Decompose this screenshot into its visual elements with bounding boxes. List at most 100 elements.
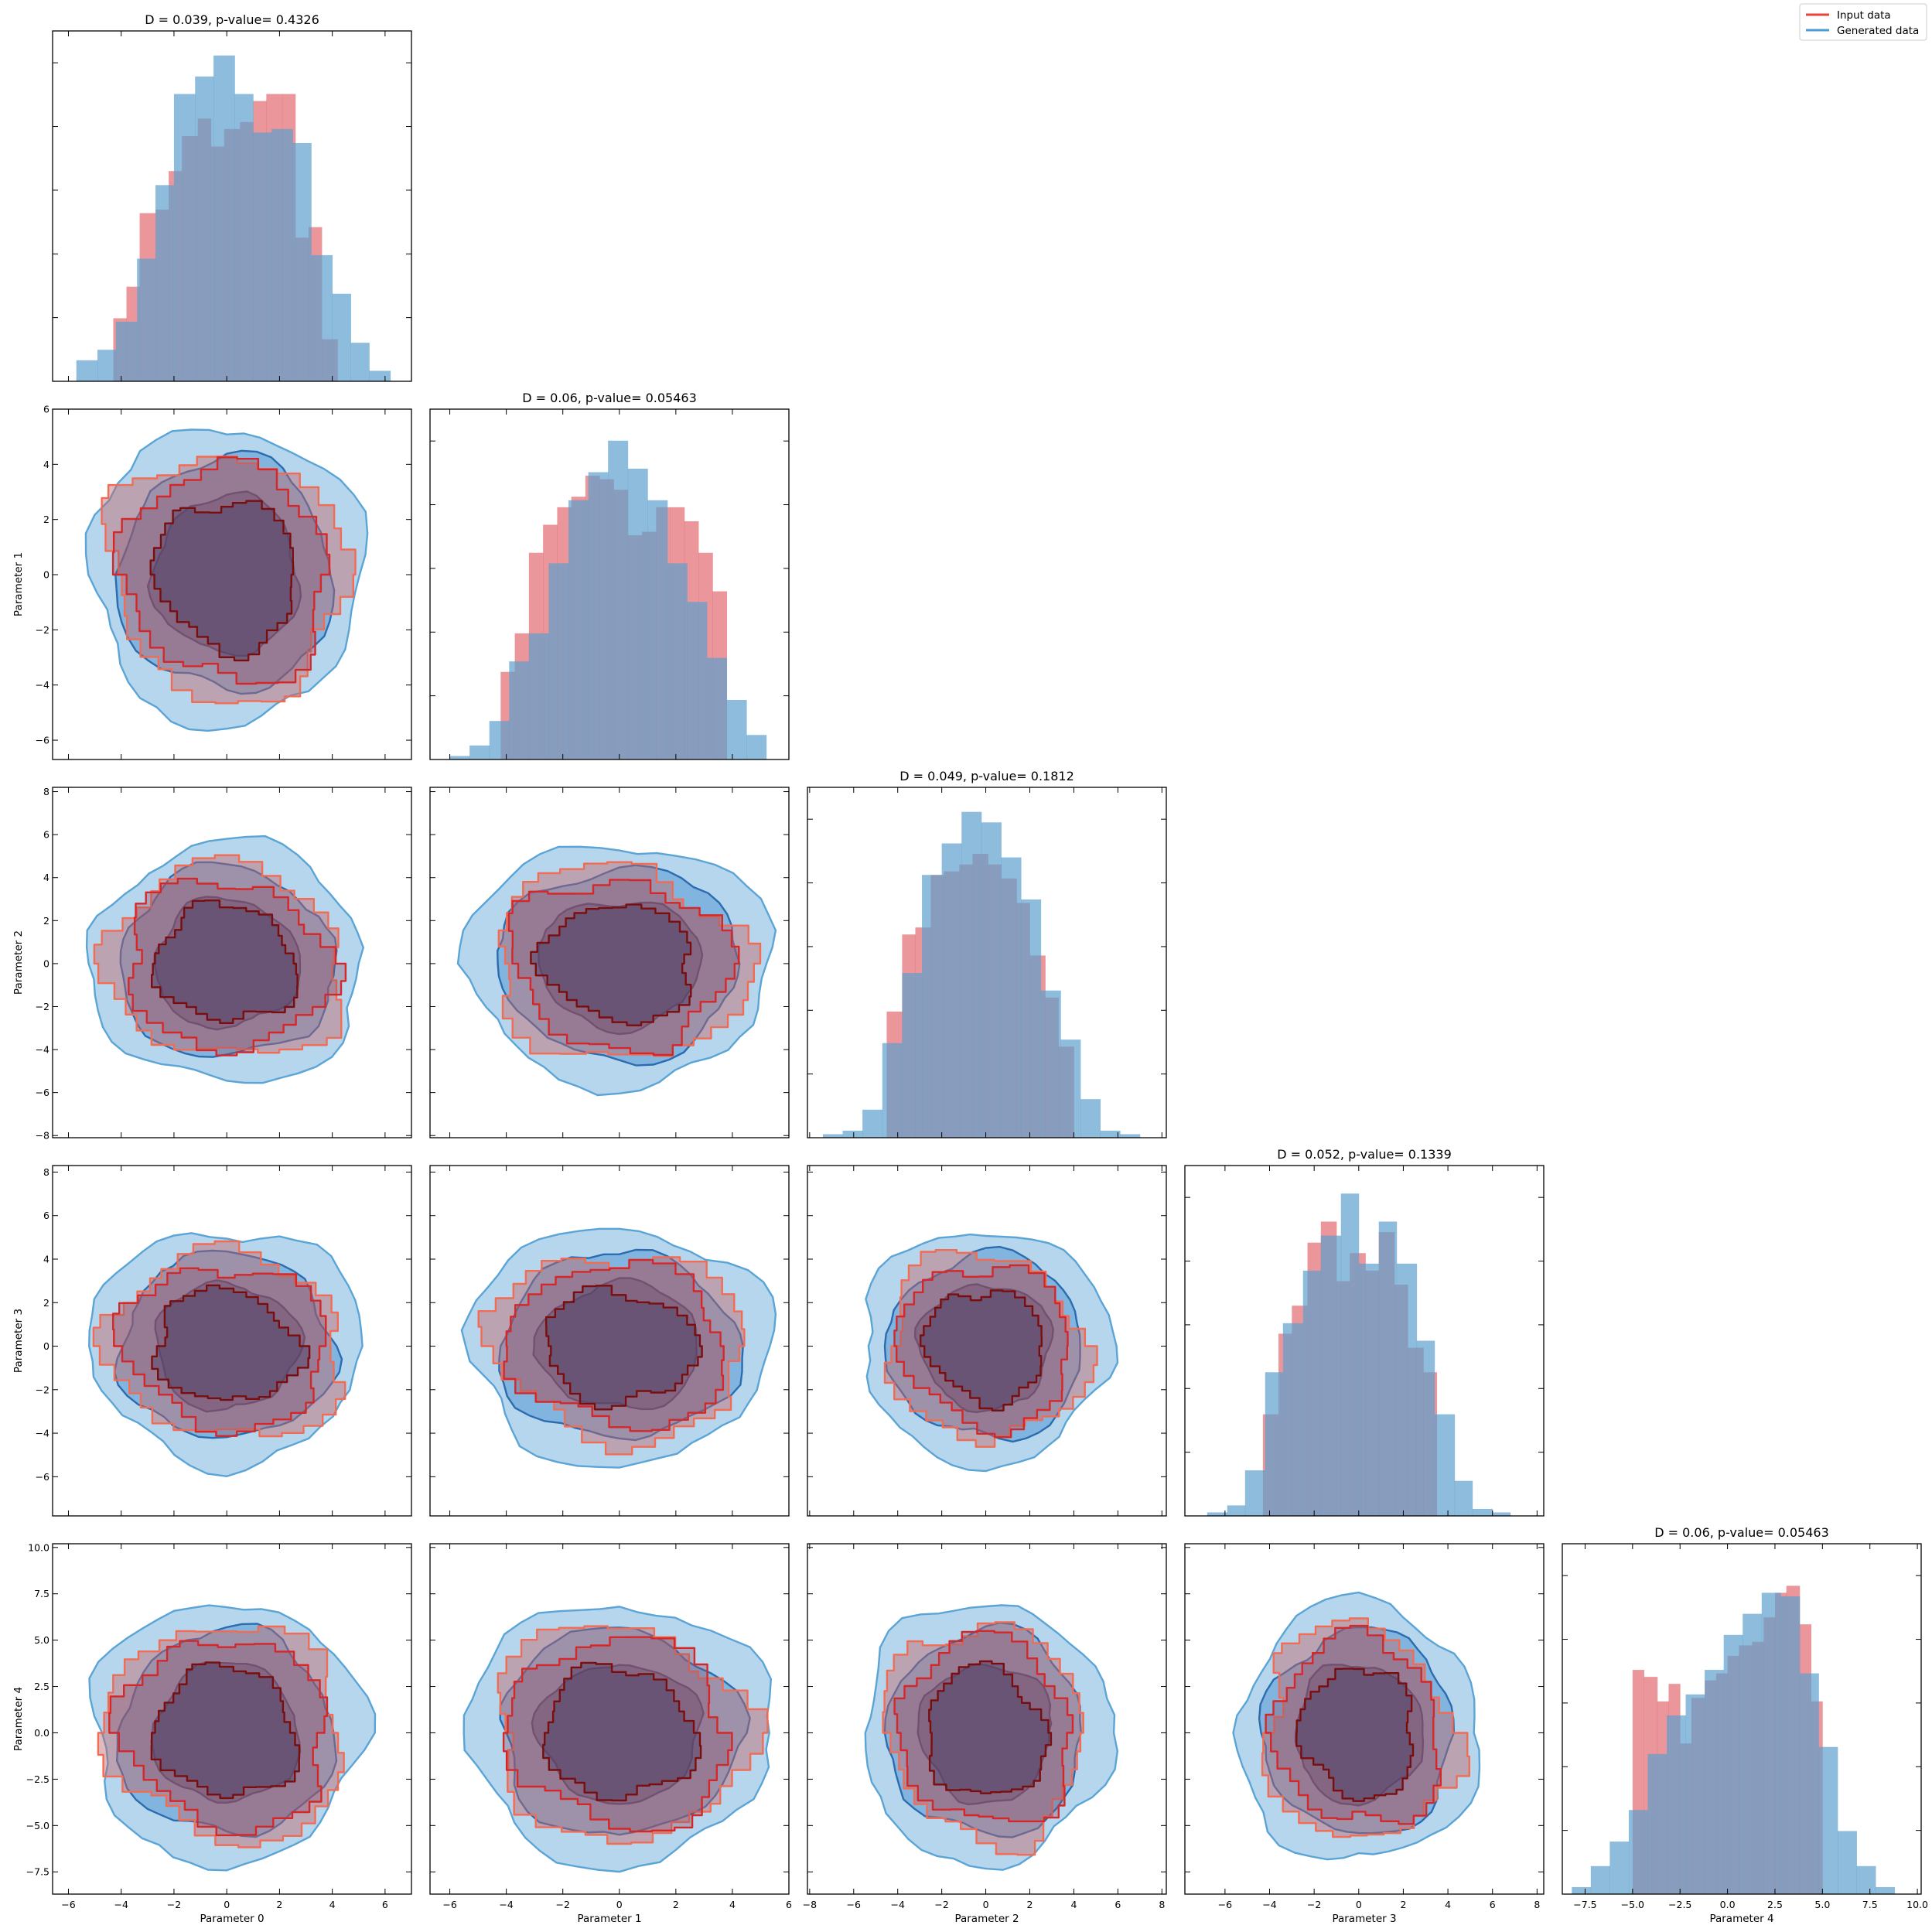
hist-bar [1685,1694,1705,1894]
contour-panel-3-0: −6 −4 −2 0 2 4 6 8 Parameter 3 [12,1165,412,1517]
input-contours [101,456,357,705]
x-tick-label: 2.5 [1767,1899,1783,1910]
y-tick-label: −6 [36,1471,49,1483]
hist-bar [1416,1340,1435,1516]
hist-bar [1207,1512,1228,1516]
hist-bar [1434,1414,1456,1516]
input-level-3 [530,903,692,1026]
generated-histogram [449,440,767,759]
hist-bar [173,94,196,381]
x-tick-label: −4 [114,1899,128,1910]
generated-contours [88,1604,377,1872]
hist-bar [1647,1753,1667,1894]
hist-bar [1837,1831,1857,1894]
contour-panel-3-1 [429,1165,790,1517]
x-tick-label: 4 [729,1899,736,1910]
input-level-3 [151,1284,311,1401]
panel-frame [807,1543,1167,1895]
panel-frame [429,787,790,1138]
input-level-2 [893,1630,1074,1823]
input-level-3 [150,899,299,1025]
input-level-2 [1265,1624,1442,1825]
hist-bar [1761,1592,1781,1894]
generated-level-3 [917,1663,1053,1806]
input-level-1 [882,1621,1084,1856]
x-tick-label: −2 [167,1899,181,1910]
hist-bar [155,185,175,381]
legend-label: Generated data [1837,25,1919,37]
x-tick-label: −2 [934,1899,948,1910]
x-tick-label: −6 [847,1899,861,1910]
hist-bar [842,1130,863,1138]
panel-frame [52,1543,412,1895]
panel-frame [807,1165,1167,1517]
generated-histogram [76,55,391,381]
hist-bar [76,360,98,381]
y-tick-label: 5.0 [34,1634,49,1646]
hist-bar [1244,1470,1266,1516]
y-tick-label: 0.0 [34,1727,49,1739]
hist-bar [1080,1099,1101,1138]
y-tick-label: 6 [43,404,49,415]
generated-histogram [1207,1193,1511,1516]
input-contours [1261,1617,1471,1838]
generated-contours [463,1606,773,1873]
hist-bar [1492,1512,1511,1516]
plot-area [88,1604,377,1872]
y-tick-label: 2.5 [34,1681,49,1692]
hist-bar [350,343,370,381]
hist-bar [137,258,156,381]
input-level-1 [497,861,762,1057]
legend-label: Input data [1837,9,1891,22]
y-tick-label: 4 [43,872,49,883]
hist-bar [707,657,728,759]
hist-bar [608,440,629,759]
hist-bar [1021,899,1042,1138]
hist-bar [1265,1372,1284,1516]
contour-panel-4-3: −6 −4 −2 0 2 4 6 8 Parameter 3 [1184,1543,1545,1925]
x-tick-label: 2 [1027,1899,1033,1910]
hist-bar [726,699,747,759]
input-level-3 [1295,1667,1415,1802]
x-tick-label: 10.0 [1906,1899,1928,1910]
panel-frame [52,408,412,760]
hist-bar [489,721,510,759]
x-tick-label: −7.5 [1573,1899,1596,1910]
generated-contours [864,1604,1119,1871]
input-contours [92,1240,346,1438]
hist-bar [667,563,688,759]
x-tick-label: −6 [61,1899,75,1910]
panel-title: D = 0.052, p-value= 0.1339 [1277,1147,1452,1162]
hist-bar [746,735,767,759]
input-contours [883,1248,1098,1448]
y-tick-label: 0 [43,569,49,581]
hist-bar [311,254,333,381]
hist-bar [234,94,254,381]
y-axis-label: Parameter 2 [12,930,25,995]
y-tick-label: −4 [36,1044,49,1056]
contour-panel-2-1 [429,787,790,1138]
hist-bar [1609,1842,1630,1894]
x-tick-label: 8 [1534,1899,1540,1910]
y-tick-label: −5.0 [26,1820,49,1831]
input-level-3 [545,1285,703,1411]
x-tick-label: 0 [616,1899,623,1910]
plot-area [85,835,365,1084]
input-contours [477,1256,746,1456]
x-tick-label: −4 [499,1899,513,1910]
plot-area [76,55,391,381]
generated-contours [460,1227,777,1469]
input-level-3 [919,1289,1043,1412]
hist-bar [687,602,708,759]
hist-bar [97,350,117,381]
x-tick-label: −4 [890,1899,904,1910]
y-tick-label: 6 [43,1210,49,1221]
input-level-1 [93,854,343,1054]
contour-panel-3-2 [807,1165,1167,1517]
hist-bar [902,973,923,1138]
input-level-1 [1261,1617,1471,1838]
hist-bar [528,633,549,759]
generated-level-3 [531,1664,705,1805]
x-tick-label: −2 [555,1899,569,1910]
